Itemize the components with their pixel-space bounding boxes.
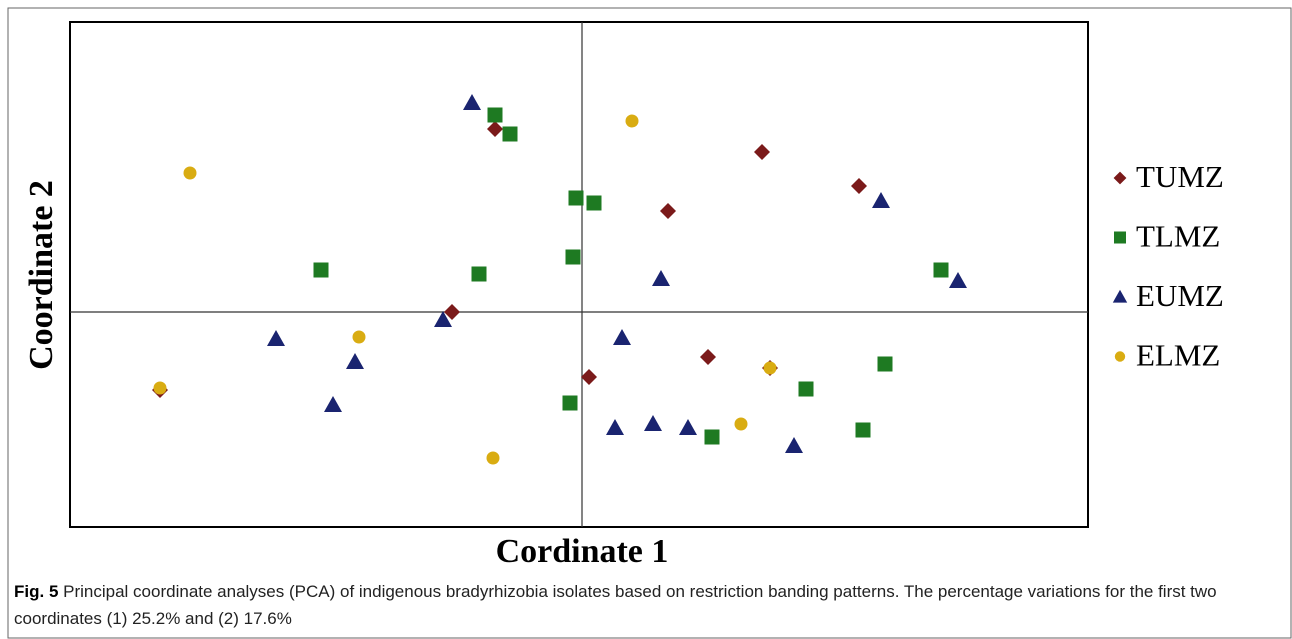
point: [734, 417, 748, 431]
point: [877, 356, 893, 372]
point: [872, 192, 890, 208]
point: [471, 266, 487, 282]
point: [763, 361, 777, 375]
point: [581, 369, 597, 385]
point: [463, 94, 481, 110]
point: [949, 272, 967, 288]
point: [660, 203, 676, 219]
point: [487, 107, 503, 123]
point: [324, 396, 342, 412]
point: [625, 114, 639, 128]
point: [444, 304, 460, 320]
caption-text: Principal coordinate analyses (PCA) of i…: [14, 582, 1217, 628]
legend-label: TUMZ: [1136, 159, 1224, 194]
point: [855, 422, 871, 438]
point: [586, 195, 602, 211]
caption: Fig. 5 Principal coordinate analyses (PC…: [14, 578, 1279, 632]
point: [183, 166, 197, 180]
legend-marker: [1113, 171, 1127, 185]
point: [798, 381, 814, 397]
point: [679, 419, 697, 435]
point: [352, 330, 366, 344]
frame: [7, 7, 1292, 639]
point: [562, 395, 578, 411]
point: [346, 353, 364, 369]
legend-label: ELMZ: [1136, 338, 1220, 373]
point: [644, 415, 662, 431]
point: [754, 144, 770, 160]
point: [434, 311, 452, 327]
point: [652, 270, 670, 286]
point: [933, 262, 949, 278]
point: [785, 437, 803, 453]
y-axis-label: Coordinate 2: [23, 180, 60, 370]
point: [487, 121, 503, 137]
point: [700, 349, 716, 365]
point: [613, 329, 631, 345]
caption-label: Fig. 5: [14, 582, 59, 601]
point: [267, 330, 285, 346]
point: [486, 451, 500, 465]
legend-marker: [1114, 231, 1126, 244]
point: [153, 381, 167, 395]
legend-marker: [1112, 289, 1128, 303]
point: [502, 126, 518, 142]
point: [704, 429, 720, 445]
legend-label: EUMZ: [1136, 278, 1224, 313]
point: [565, 249, 581, 265]
x-axis-label: Cordinate 1: [496, 533, 669, 570]
point: [851, 178, 867, 194]
point: [568, 190, 584, 206]
point: [606, 419, 624, 435]
plot-area: [69, 21, 1089, 528]
legend-label: TLMZ: [1136, 219, 1220, 254]
legend-marker: [1114, 351, 1126, 362]
point: [313, 262, 329, 278]
